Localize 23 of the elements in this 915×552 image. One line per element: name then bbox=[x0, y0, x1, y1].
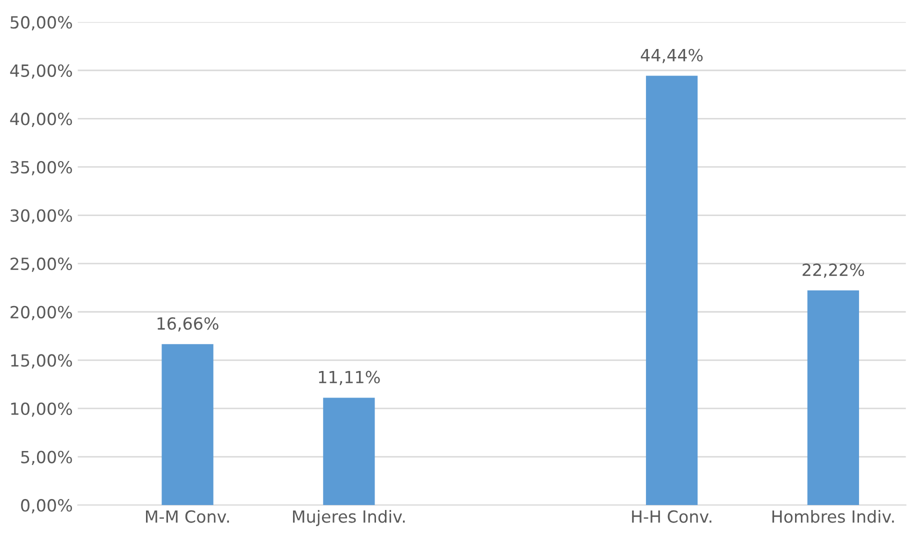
y-tick-label: 30,00% bbox=[10, 209, 72, 224]
data-label: 44,44% bbox=[640, 48, 703, 64]
y-tick-label: 15,00% bbox=[11, 354, 72, 368]
bar bbox=[646, 76, 698, 506]
y-tick-label: 50,00% bbox=[10, 16, 72, 30]
y-tick-label: 45,00% bbox=[10, 64, 72, 79]
bar bbox=[323, 398, 375, 506]
y-tick-label: 35,00% bbox=[10, 160, 72, 176]
data-label: 22,22% bbox=[802, 263, 864, 278]
y-tick-label: 40,00% bbox=[10, 112, 72, 127]
y-tick-label: 10,00% bbox=[11, 402, 72, 417]
data-label: 16,66% bbox=[158, 317, 218, 332]
x-tick-label: Mujeres Indiv. bbox=[293, 510, 405, 526]
x-tick-label: Hombres Indiv. bbox=[772, 510, 894, 523]
bar bbox=[807, 290, 860, 506]
x-tick-label: H-H Conv. bbox=[632, 510, 712, 523]
y-tick-label: 5,00% bbox=[21, 450, 72, 466]
data-label: 11,11% bbox=[319, 370, 380, 386]
y-tick-label: 20,00% bbox=[10, 306, 72, 320]
bar bbox=[162, 344, 214, 506]
x-tick-label: M-M Conv. bbox=[146, 510, 229, 523]
y-tick-label: 0,00% bbox=[21, 499, 72, 514]
y-tick-label: 25,00% bbox=[10, 258, 72, 272]
